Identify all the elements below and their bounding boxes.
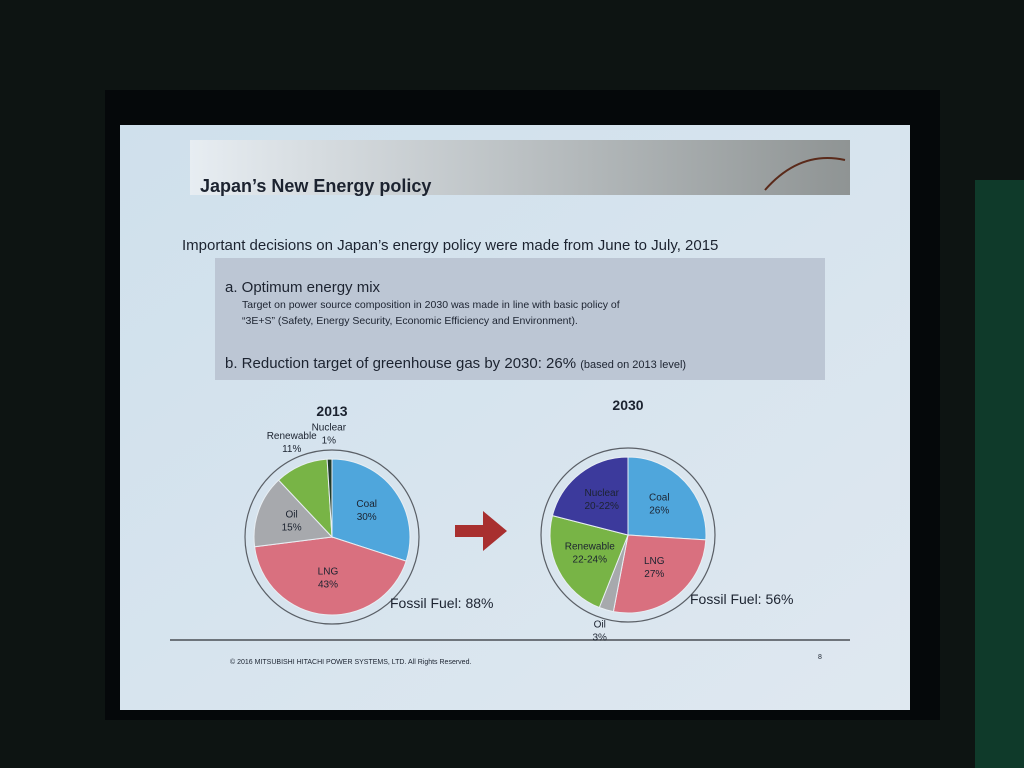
slice-value: 1%: [322, 436, 337, 447]
charts: 2013 Coal 30% LNG 43% Oil 15% Renewable 11% Nucle…: [244, 397, 793, 643]
annotation: Fossil Fuel: 88%: [390, 595, 493, 611]
pie-slice: [253, 479, 334, 548]
pie-outline: [540, 447, 716, 623]
page-number: 8: [818, 654, 822, 661]
point-note: (based on 2013 level): [580, 359, 686, 371]
pie-slice: [627, 456, 707, 541]
pie-slice: [254, 536, 407, 616]
annotation: Fossil Fuel: 56%: [690, 591, 793, 607]
copyright: © 2016 MITSUBISHI HITACHI POWER SYSTEMS,…: [230, 658, 471, 666]
pie-title: 2013: [316, 403, 347, 419]
point-detail: Target on power source composition in 20…: [242, 299, 620, 311]
pie-title: 2030: [612, 397, 643, 413]
side-light: [975, 180, 1024, 768]
slice-value: 26%: [649, 506, 669, 517]
slice-label: Nuclear: [584, 488, 619, 499]
points-box: [215, 258, 825, 380]
slice-label: Renewable: [565, 541, 615, 552]
slice-label: Oil: [594, 619, 606, 630]
intro: Important decisions on Japan’s energy po…: [182, 237, 718, 254]
slice-label: Oil: [286, 509, 298, 520]
slice-label: Coal: [356, 499, 377, 510]
logo: [764, 157, 846, 191]
pie-slice: [326, 458, 333, 538]
header-band: [190, 140, 850, 195]
point-label: a. Optimum energy mix: [225, 279, 381, 296]
slice-value: 11%: [282, 444, 301, 455]
pie-slice: [551, 456, 629, 536]
slice-label: Nuclear: [312, 423, 347, 434]
pie-slice: [331, 458, 411, 562]
pie-slice: [549, 514, 629, 609]
pie-outline: [244, 449, 420, 625]
slice-label: LNG: [644, 556, 665, 567]
point-detail: “3E+S” (Safety, Energy Security, Economi…: [242, 315, 578, 327]
slice-label: LNG: [318, 567, 339, 578]
pie-slice: [612, 534, 707, 614]
slide: [120, 125, 910, 710]
slice-value: 43%: [318, 580, 338, 591]
slice-value: 20-22%: [584, 501, 619, 512]
point-label: b. Reduction target of greenhouse gas by…: [225, 355, 686, 372]
slice-label: Renewable: [267, 431, 317, 442]
slice-value: 15%: [282, 522, 302, 533]
slice-label: Coal: [649, 493, 670, 504]
slice-value: 3%: [592, 632, 607, 643]
slice-value: 22-24%: [573, 554, 608, 565]
arrow: [455, 511, 507, 551]
slice-value: 30%: [357, 512, 377, 523]
slice-value: 27%: [644, 569, 664, 580]
slide-title: Japan’s New Energy policy: [200, 176, 431, 196]
point-text: b. Reduction target of greenhouse gas by…: [225, 355, 576, 372]
